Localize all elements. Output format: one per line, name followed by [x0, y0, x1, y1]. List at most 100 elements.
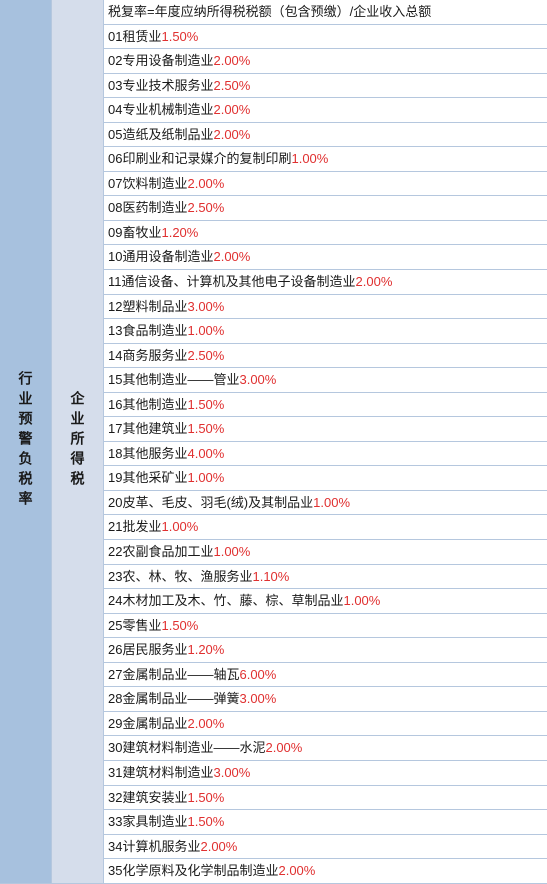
table-row: 12 塑料制品业 3.00%: [104, 295, 547, 320]
row-number: 23: [108, 568, 122, 586]
row-label: 食品制造业: [122, 322, 187, 340]
row-label: 金属制品业——弹簧: [122, 690, 239, 708]
table-row: 23 农、林、牧、渔服务业 1.10%: [104, 565, 547, 590]
row-label: 专用设备制造业: [122, 52, 213, 70]
row-label: 建筑材料制造业——水泥: [122, 739, 265, 757]
row-rate: 1.00%: [343, 592, 380, 610]
row-rate: 1.00%: [187, 322, 224, 340]
row-number: 08: [108, 199, 122, 217]
row-rate: 1.50%: [187, 396, 224, 414]
table-row: 31 建筑材料制造业 3.00%: [104, 761, 547, 786]
table-row: 11 通信设备、计算机及其他电子设备制造业 2.00%: [104, 270, 547, 295]
row-number: 05: [108, 126, 122, 144]
row-number: 07: [108, 175, 122, 193]
row-label: 居民服务业: [122, 641, 187, 659]
row-number: 27: [108, 666, 122, 684]
row-label: 建筑材料制造业: [122, 764, 213, 782]
row-rate: 3.00%: [239, 690, 276, 708]
row-number: 17: [108, 420, 122, 438]
row-number: 10: [108, 248, 122, 266]
row-number: 21: [108, 518, 122, 536]
table-row: 30 建筑材料制造业——水泥 2.00%: [104, 736, 547, 761]
table-row: 33 家具制造业 1.50%: [104, 810, 547, 835]
row-rate: 2.00%: [278, 862, 315, 880]
row-rate: 2.00%: [200, 838, 237, 856]
row-rate: 1.50%: [161, 617, 198, 635]
row-rate: 3.00%: [187, 298, 224, 316]
row-label: 造纸及纸制品业: [122, 126, 213, 144]
table-row: 03 专业技术服务业 2.50%: [104, 74, 547, 99]
row-rate: 1.20%: [161, 224, 198, 242]
row-rate: 1.50%: [187, 420, 224, 438]
row-number: 11: [108, 273, 122, 291]
row-number: 28: [108, 690, 122, 708]
row-label: 金属制品业: [122, 715, 187, 733]
row-rate: 1.50%: [161, 28, 198, 46]
table-row: 09 畜牧业 1.20%: [104, 221, 547, 246]
row-number: 25: [108, 617, 122, 635]
row-number: 01: [108, 28, 122, 46]
row-rate: 1.00%: [161, 518, 198, 536]
row-number: 24: [108, 592, 122, 610]
row-number: 14: [108, 347, 122, 365]
row-rate: 4.00%: [187, 445, 224, 463]
row-number: 03: [108, 77, 122, 95]
table-row: 15 其他制造业——管业 3.00%: [104, 368, 547, 393]
row-rate: 2.00%: [213, 248, 250, 266]
table-row: 34 计算机服务业 2.00%: [104, 835, 547, 860]
table-row: 08 医药制造业 2.50%: [104, 196, 547, 221]
row-label: 其他建筑业: [122, 420, 187, 438]
row-rate: 1.50%: [187, 789, 224, 807]
table-row: 26 居民服务业 1.20%: [104, 638, 547, 663]
row-label: 计算机服务业: [122, 838, 200, 856]
row-label: 皮革、毛皮、羽毛(绒)及其制品业: [122, 494, 313, 512]
row-rate: 1.00%: [313, 494, 350, 512]
row-number: 34: [108, 838, 122, 856]
tax-rate-table: 行业预警负税率 企业所得税 税复率=年度应纳所得税税额（包含预缴）/企业收入总额…: [0, 0, 547, 884]
table-row: 19 其他采矿业 1.00%: [104, 466, 547, 491]
table-row: 27 金属制品业——轴瓦 6.00%: [104, 663, 547, 688]
row-label: 通信设备、计算机及其他电子设备制造业: [122, 273, 356, 291]
row-rate: 1.00%: [187, 469, 224, 487]
row-label: 专业机械制造业: [122, 101, 213, 119]
table-row: 18 其他服务业 4.00%: [104, 442, 547, 467]
row-rate: 2.00%: [213, 101, 250, 119]
row-label: 通用设备制造业: [122, 248, 213, 266]
table-row: 24 木材加工及木、竹、藤、棕、草制品业 1.00%: [104, 589, 547, 614]
row-rate: 1.20%: [187, 641, 224, 659]
row-rate: 1.00%: [291, 150, 328, 168]
row-rate: 2.50%: [187, 199, 224, 217]
row-number: 18: [108, 445, 122, 463]
table-row: 02 专用设备制造业 2.00%: [104, 49, 547, 74]
row-label: 其他制造业: [122, 396, 187, 414]
row-rate: 2.00%: [187, 175, 224, 193]
table-row: 14 商务服务业 2.50%: [104, 344, 547, 369]
row-label: 专业技术服务业: [122, 77, 213, 95]
table-row: 32 建筑安装业 1.50%: [104, 786, 547, 811]
row-rate: 2.00%: [265, 739, 302, 757]
table-row: 17 其他建筑业 1.50%: [104, 417, 547, 442]
row-number: 32: [108, 789, 122, 807]
row-number: 13: [108, 322, 122, 340]
row-number: 15: [108, 371, 122, 389]
row-number: 35: [108, 862, 122, 880]
row-label: 木材加工及木、竹、藤、棕、草制品业: [122, 592, 343, 610]
tax-type-label: 企业所得税: [68, 391, 88, 491]
row-label: 畜牧业: [122, 224, 161, 242]
row-number: 19: [108, 469, 122, 487]
row-label: 租赁业: [122, 28, 161, 46]
row-rate: 3.00%: [213, 764, 250, 782]
row-rate: 1.00%: [213, 543, 250, 561]
table-row: 22 农副食品加工业 1.00%: [104, 540, 547, 565]
row-label: 其他服务业: [122, 445, 187, 463]
row-label: 农副食品加工业: [122, 543, 213, 561]
row-rate: 1.10%: [252, 568, 289, 586]
row-number: 29: [108, 715, 122, 733]
row-rate: 3.00%: [239, 371, 276, 389]
row-rate: 1.50%: [187, 813, 224, 831]
row-number: 33: [108, 813, 122, 831]
row-number: 06: [108, 150, 122, 168]
row-label: 零售业: [122, 617, 161, 635]
row-label: 其他采矿业: [122, 469, 187, 487]
row-number: 09: [108, 224, 122, 242]
